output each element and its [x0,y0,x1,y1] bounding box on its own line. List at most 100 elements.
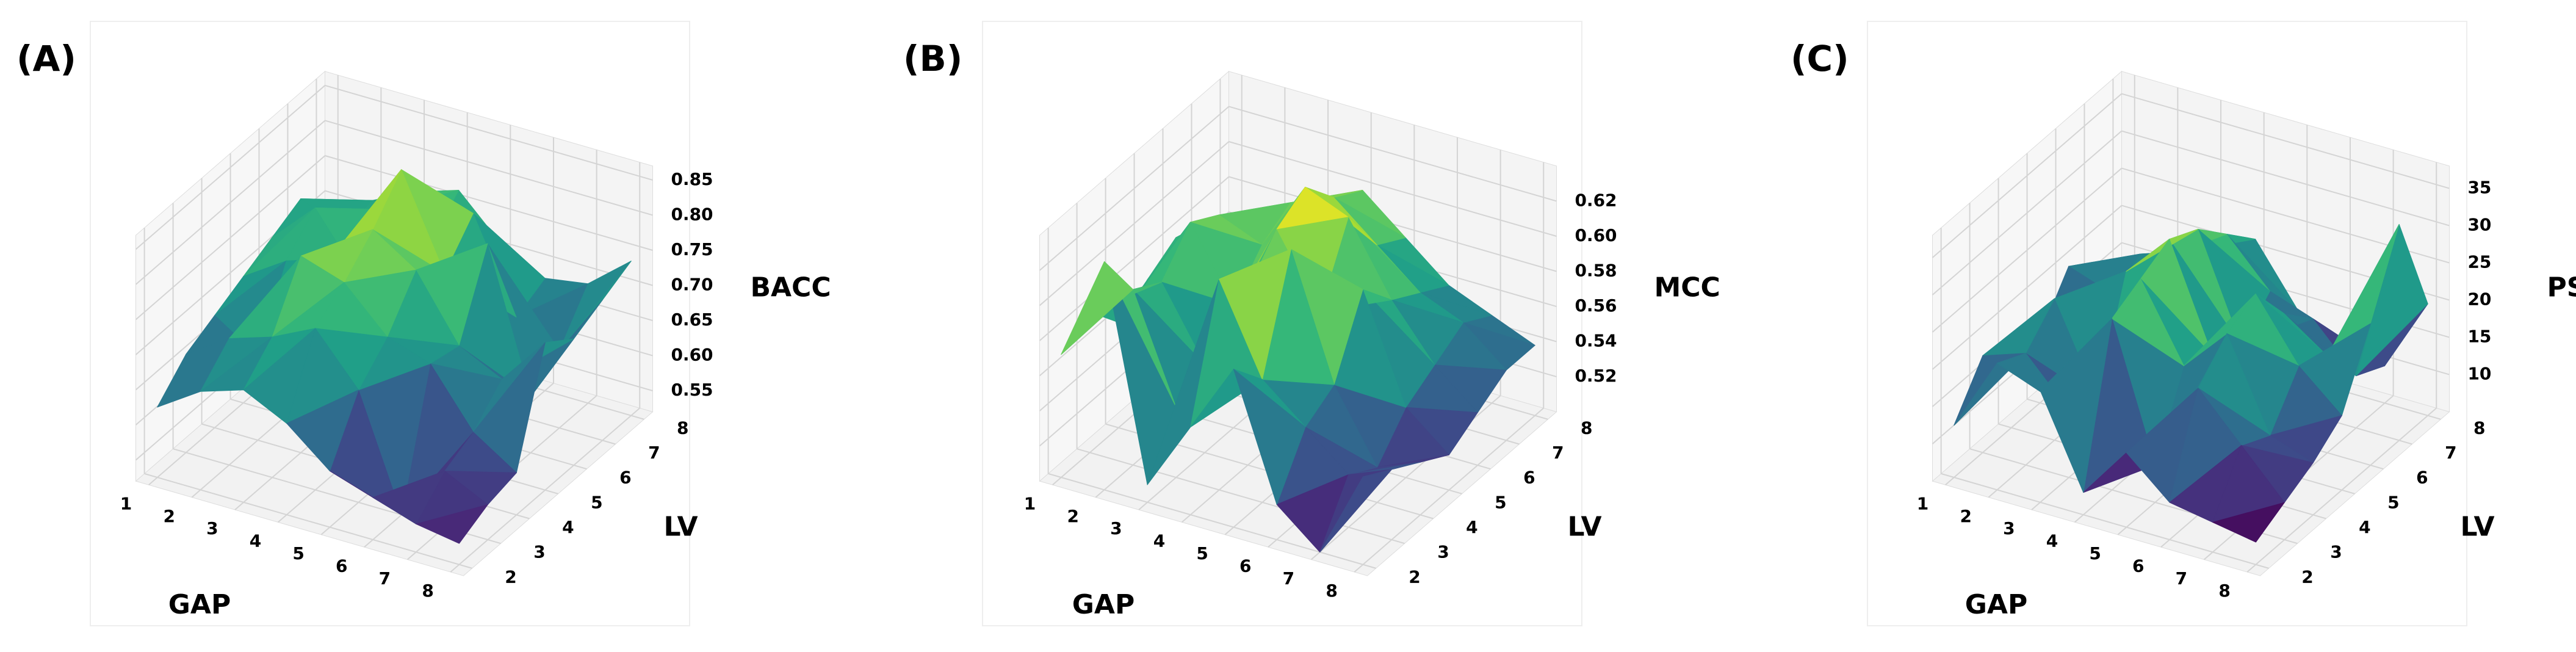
z-tick-label: 0.62 [1575,190,1617,210]
y-tick-label: 2 [1409,567,1420,587]
y-tick-label: 2 [505,567,516,587]
x-tick-label: 3 [206,518,218,538]
y-tick-label: 6 [619,468,631,488]
grid-line [325,120,653,216]
panel: (C)123456782345678101520253035GAPLVPSNR [1791,21,2576,626]
grid-line [1039,176,1230,341]
grid-line [1228,141,1557,237]
z-tick-label: 0.58 [1575,261,1617,281]
y-axis-label: LV [1568,511,1602,542]
panel: (A)1234567823456780.550.600.650.700.750.… [16,21,831,626]
y-tick-label: 6 [1523,468,1535,488]
surface-facet [1219,248,1291,380]
grid-line [2121,93,2450,189]
z-axis-label: PSNR [2547,272,2576,303]
surface-facet [1319,469,1392,552]
x-tick-label: 5 [292,543,304,563]
grid-line [1932,167,2123,333]
x-tick-label: 8 [422,581,433,601]
x-tick-label: 4 [250,531,261,551]
panel-label: (A) [16,38,76,79]
y-tick-label: 8 [677,418,688,438]
z-tick-label: 0.56 [1575,295,1617,316]
grid-line [135,85,326,250]
x-tick-label: 6 [1239,556,1251,576]
z-tick-label: 0.85 [671,169,713,189]
z-tick-label: 15 [2467,327,2491,347]
grid-line [1932,205,2123,370]
z-tick-label: 0.75 [671,239,713,259]
y-tick-label: 3 [2330,542,2342,562]
z-tick-label: 25 [2467,252,2491,272]
x-tick-label: 1 [1917,493,1928,513]
x-tick-label: 5 [2089,543,2101,563]
grid-line [135,155,326,321]
x-tick-label: 8 [1326,581,1337,601]
panel-frame [90,21,690,626]
surface-facet [372,471,446,524]
z-tick-label: 0.60 [1575,225,1617,245]
grid-line [1228,106,1557,202]
y-axis-label: LV [664,511,698,542]
grid-line [325,84,653,181]
grid-line [2121,130,2450,226]
grid-line [1039,141,1230,306]
grid-line [1932,93,2123,258]
x-tick-label: 7 [1283,568,1294,589]
x-tick-label: 4 [1153,531,1165,551]
grid-line [1077,448,1405,545]
x-tick-label: 4 [2046,531,2058,551]
x-tick-label: 1 [120,493,132,513]
y-tick-label: 7 [2445,443,2456,463]
y-tick-label: 5 [1495,492,1506,512]
z-tick-label: 0.60 [671,345,713,365]
z-tick-label: 0.80 [671,204,713,224]
z-tick-label: 0.70 [671,275,713,295]
panel-label: (B) [903,38,962,79]
y-tick-label: 6 [2416,468,2428,488]
x-tick-label: 6 [2132,556,2144,576]
z-tick-label: 0.52 [1575,366,1617,386]
x-tick-label: 3 [2003,518,2015,538]
x-tick-label: 5 [1196,543,1208,563]
y-tick-label: 5 [2387,492,2399,512]
x-tick-label: 8 [2218,581,2230,601]
y-tick-label: 4 [1466,517,1477,537]
y-tick-label: 7 [1552,443,1564,463]
grid-line [144,473,472,569]
z-axis-label: MCC [1654,272,1720,303]
panel-frame [1867,21,2467,626]
surface-facet [2212,502,2285,543]
surface-facet [2040,318,2113,493]
y-tick-label: 4 [2359,517,2370,537]
x-axis-label: GAP [1965,589,2027,620]
y-tick-label: 5 [591,492,602,512]
panel-label: (C) [1791,38,1849,79]
z-tick-label: 20 [2467,289,2491,310]
z-tick-label: 10 [2467,364,2491,384]
surface-facet [1061,261,1133,355]
x-tick-label: 2 [1960,506,1971,526]
grid-line [1932,130,2123,295]
z-tick-label: 35 [2467,178,2491,198]
panel: (B)1234567823456780.520.540.560.580.600.… [903,21,1720,626]
x-tick-label: 2 [163,506,175,526]
x-tick-label: 7 [379,568,391,589]
grid-line [1941,473,2269,569]
y-axis-label: LV [2461,511,2495,542]
y-tick-label: 3 [1437,542,1449,562]
z-tick-label: 30 [2467,215,2491,235]
z-tick-label: 0.54 [1575,331,1617,351]
grid-line [1048,473,1376,569]
x-tick-label: 6 [336,556,347,576]
x-tick-label: 2 [1067,506,1078,526]
grid-line [1039,106,1230,271]
x-tick-label: 3 [1110,518,1122,538]
x-tick-label: 1 [1024,493,1036,513]
x-axis-label: GAP [168,589,231,620]
panel-frame [982,21,1582,626]
y-tick-label: 4 [562,517,574,537]
y-tick-label: 7 [648,443,660,463]
y-tick-label: 8 [2473,418,2485,438]
